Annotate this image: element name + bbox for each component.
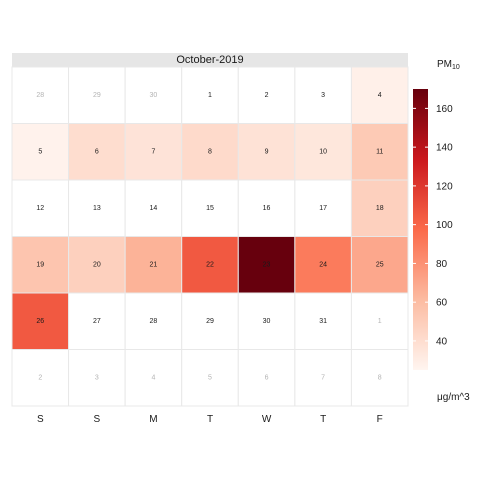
unit-label: μg/m^3 xyxy=(437,392,470,403)
day-cell xyxy=(237,179,296,237)
day-cell xyxy=(294,236,352,294)
weekday-label: T xyxy=(207,414,213,425)
weekday-label: F xyxy=(377,414,383,425)
day-cell xyxy=(350,66,409,124)
day-label: 11 xyxy=(376,148,383,155)
day-label: 4 xyxy=(378,92,382,99)
chart-title: October-2019 xyxy=(176,54,243,66)
legend: PM10 40 60 80 100 120 140 160 μg/m^3 xyxy=(413,59,470,403)
day-label: 16 xyxy=(263,205,271,212)
day-label: 22 xyxy=(206,261,214,268)
colorbar-tick-label: 80 xyxy=(436,259,448,270)
day-cell xyxy=(181,292,239,350)
day-cell xyxy=(294,292,352,350)
colorbar-tick-label: 160 xyxy=(436,104,453,115)
title-strip xyxy=(12,53,408,67)
day-cell xyxy=(124,236,183,294)
day-label: 21 xyxy=(150,261,158,268)
grid-frame xyxy=(11,66,409,407)
day-label: 23 xyxy=(263,261,271,268)
day-cell xyxy=(124,292,183,350)
day-label: 28 xyxy=(150,318,158,325)
legend-title-sub: 10 xyxy=(452,64,460,71)
day-cell xyxy=(11,123,70,181)
day-label: 24 xyxy=(319,261,327,268)
weekday-label: W xyxy=(262,414,272,425)
day-cell xyxy=(181,123,239,181)
day-label: 3 xyxy=(321,92,325,99)
day-cell xyxy=(294,123,352,181)
weekday-label: S xyxy=(94,414,101,425)
day-cell xyxy=(68,349,126,407)
day-cell xyxy=(237,292,296,350)
day-label: 5 xyxy=(208,374,212,381)
day-label: 6 xyxy=(95,148,99,155)
day-label: 4 xyxy=(151,374,155,381)
day-label: 2 xyxy=(265,92,269,99)
day-label: 14 xyxy=(150,205,158,212)
day-cell xyxy=(181,349,239,407)
day-label: 7 xyxy=(321,374,325,381)
colorbar-tick-label: 140 xyxy=(436,143,453,154)
day-label: 29 xyxy=(206,318,214,325)
day-cell xyxy=(181,179,239,237)
day-cell xyxy=(11,292,70,350)
day-label: 12 xyxy=(36,205,44,212)
day-label: 27 xyxy=(93,318,101,325)
day-cell xyxy=(181,236,239,294)
day-label: 20 xyxy=(93,261,101,268)
day-label: 18 xyxy=(376,205,384,212)
day-cell xyxy=(11,236,70,294)
weekday-label: S xyxy=(37,414,44,425)
colorbar-tick-label: 100 xyxy=(436,220,453,231)
day-cell xyxy=(350,236,409,294)
day-label: 13 xyxy=(93,205,101,212)
day-label: 7 xyxy=(151,148,155,155)
day-label: 30 xyxy=(263,318,271,325)
colorbar xyxy=(413,89,428,370)
weekday-label: M xyxy=(149,414,157,425)
day-label: 9 xyxy=(265,148,269,155)
day-cell xyxy=(294,349,352,407)
day-label: 30 xyxy=(150,92,158,99)
day-cell xyxy=(294,66,352,124)
day-label: 1 xyxy=(208,92,212,99)
day-cell xyxy=(350,123,409,181)
colorbar-ticks: 40 60 80 100 120 140 160 xyxy=(413,104,453,347)
day-label: 1 xyxy=(378,318,382,325)
colorbar-tick-label: 120 xyxy=(436,181,453,192)
colorbar-tick-label: 40 xyxy=(436,336,448,347)
legend-title: PM10 xyxy=(437,59,460,71)
day-label: 25 xyxy=(376,261,384,268)
day-label: 31 xyxy=(319,318,327,325)
day-label: 3 xyxy=(95,374,99,381)
day-cell xyxy=(237,123,296,181)
day-cell xyxy=(68,123,126,181)
day-label: 28 xyxy=(36,92,44,99)
day-label: 17 xyxy=(319,205,327,212)
day-label: 10 xyxy=(319,148,327,155)
day-cell xyxy=(350,349,409,407)
day-cell xyxy=(124,349,183,407)
day-label: 8 xyxy=(378,374,382,381)
colorbar-tick-label: 60 xyxy=(436,298,448,309)
day-label: 29 xyxy=(93,92,101,99)
day-label: 19 xyxy=(36,261,44,268)
day-cell xyxy=(11,179,70,237)
day-label: 8 xyxy=(208,148,212,155)
day-label: 26 xyxy=(36,318,44,325)
day-label: 6 xyxy=(265,374,269,381)
day-label: 15 xyxy=(206,205,214,212)
weekday-label: T xyxy=(320,414,326,425)
day-label: 2 xyxy=(38,374,42,381)
day-label: 5 xyxy=(38,148,42,155)
legend-title-main: PM xyxy=(437,59,452,70)
